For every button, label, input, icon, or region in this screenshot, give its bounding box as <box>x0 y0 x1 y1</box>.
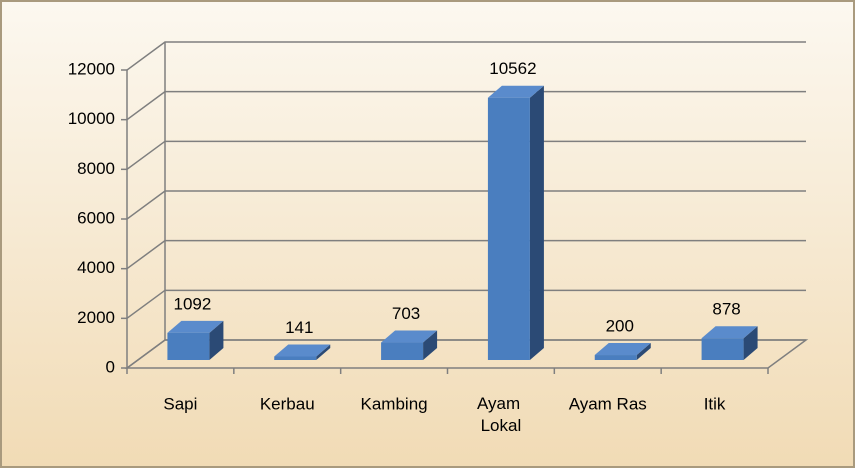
bar <box>487 97 530 361</box>
bar <box>381 342 424 360</box>
bar-top <box>381 330 438 343</box>
data-label: 878 <box>712 300 740 319</box>
data-label: 141 <box>285 318 313 337</box>
data-label: 1092 <box>174 294 212 313</box>
bar-top <box>487 85 544 98</box>
bar-top <box>701 326 758 339</box>
y-tick-label: 12000 <box>68 59 115 78</box>
bar-side <box>529 85 544 361</box>
bar-side <box>209 320 224 360</box>
data-label: 10562 <box>489 59 536 78</box>
y-tick-label: 2000 <box>77 308 115 327</box>
bar <box>701 338 744 360</box>
x-tick-label: Ayam Lokal <box>477 394 525 435</box>
bar-side <box>743 326 758 360</box>
data-label: 703 <box>392 304 420 323</box>
grid-line <box>126 289 806 319</box>
grid-line <box>126 140 806 170</box>
x-tick-label: Itik <box>704 394 726 413</box>
bar-side <box>316 344 331 360</box>
grid-line <box>126 339 806 369</box>
bar-top <box>167 320 224 333</box>
grid-line <box>126 239 806 270</box>
x-tick-label: Sapi <box>163 394 197 413</box>
bar <box>274 356 317 360</box>
bar-top <box>594 343 651 356</box>
bar-top <box>274 344 331 357</box>
y-tick-label: 4000 <box>77 258 115 277</box>
grid-line <box>126 41 806 71</box>
y-tick-label: 0 <box>106 357 115 376</box>
x-tick-label: Kambing <box>361 394 428 413</box>
grid-line <box>126 190 806 220</box>
grid-line <box>126 90 806 121</box>
bar-side <box>423 330 438 360</box>
y-tick-label: 8000 <box>77 159 115 178</box>
bar <box>167 332 210 360</box>
bar-side <box>636 343 651 360</box>
x-tick-label: Ayam Ras <box>569 394 647 413</box>
y-tick-label: 10000 <box>68 109 115 128</box>
bar <box>594 355 637 360</box>
y-tick-label: 6000 <box>77 208 115 227</box>
data-label: 200 <box>606 317 634 336</box>
x-tick-label: Kerbau <box>260 394 315 413</box>
